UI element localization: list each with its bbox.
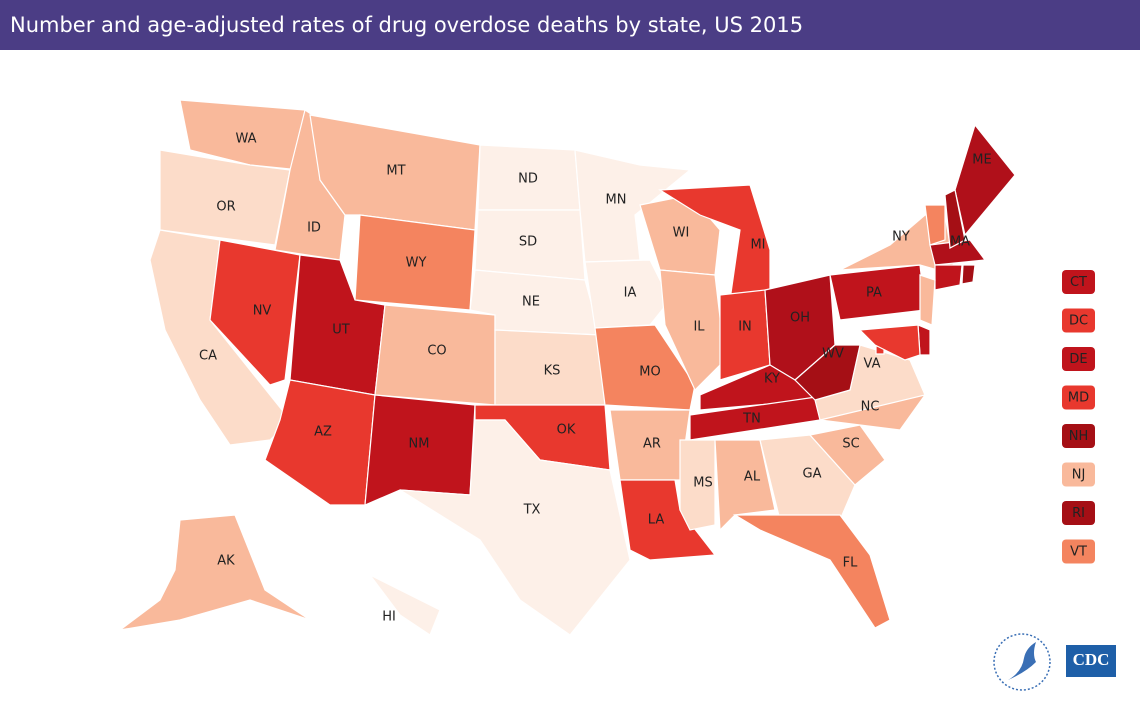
title-bar: Number and age-adjusted rates of drug ov… (0, 0, 1140, 50)
hhs-logo (993, 633, 1051, 691)
state-label: KY (764, 372, 780, 387)
state-label: KS (544, 364, 561, 379)
state (714, 439, 776, 532)
cdc-logo: CDC (1066, 645, 1116, 677)
cdc-logo-text: CDC (1073, 650, 1110, 669)
state (179, 99, 306, 171)
state-label: TX (523, 503, 541, 518)
state (584, 259, 671, 329)
state (594, 324, 696, 411)
state (961, 264, 976, 285)
map: CDC WA OR CA NV ID MT WY UT AZ CO NM ND SD NE KS OK TX MN… (119, 99, 1116, 691)
state-label: NC (861, 400, 880, 415)
state-label: AL (744, 470, 761, 485)
state-label: ID (307, 221, 321, 236)
state-label: TN (742, 412, 761, 427)
state-label: AR (643, 437, 661, 452)
state (264, 379, 376, 506)
state-label: MS (693, 476, 712, 491)
state-label: NM (409, 437, 430, 452)
state-label: LA (648, 513, 665, 528)
legend-label: RI (1072, 506, 1085, 521)
states: WA OR CA NV ID MT WY UT AZ CO NM ND SD NE KS OK TX MN IA MO… (119, 99, 1016, 636)
state-label: CA (199, 349, 217, 364)
state-label: SC (842, 437, 859, 452)
state (399, 419, 631, 636)
legend-label: DE (1069, 352, 1087, 367)
state-label: IN (738, 320, 752, 335)
legend-label: CT (1070, 275, 1087, 290)
legend-label: MD (1068, 391, 1089, 406)
state (858, 324, 921, 361)
state-label: VA (864, 357, 881, 372)
state (732, 514, 891, 629)
state-label: NV (253, 304, 272, 319)
legend-label: VT (1070, 545, 1087, 560)
state (924, 204, 946, 246)
state (369, 574, 441, 636)
state (119, 514, 311, 631)
legend-box (1062, 385, 1095, 410)
state-label: AZ (314, 425, 332, 440)
state-label: IL (693, 320, 705, 335)
state-label: MO (639, 365, 660, 380)
state-label: MA (950, 235, 970, 250)
legend-box (1062, 462, 1095, 487)
state (919, 274, 936, 326)
small-state-legend: CT DC DE MD NH NJ RI VT (1062, 270, 1095, 564)
legend-label: NH (1069, 429, 1089, 444)
state (719, 289, 771, 381)
state-label: FL (843, 556, 858, 571)
state (209, 239, 301, 386)
state-label: OK (557, 423, 576, 438)
state (954, 123, 1016, 237)
state (759, 434, 856, 521)
state (934, 264, 963, 291)
state-label: WY (406, 256, 427, 271)
state-label: OH (790, 311, 810, 326)
state (679, 439, 716, 531)
state-label: IA (624, 286, 637, 301)
legend-box (1062, 347, 1095, 371)
state-label: HI (382, 610, 396, 625)
legend-box (1062, 270, 1095, 294)
title: Number and age-adjusted rates of drug ov… (10, 13, 804, 37)
state-label: CO (427, 344, 446, 359)
state-label: MT (386, 164, 405, 179)
state-label: WV (822, 347, 844, 362)
legend-box (1062, 424, 1095, 448)
state (659, 269, 726, 392)
state-label: MI (750, 238, 765, 253)
state-label: PA (866, 286, 882, 301)
legend-label: NJ (1072, 468, 1086, 483)
state (619, 479, 717, 561)
legend-label: DC (1069, 314, 1088, 329)
state-label: WI (673, 226, 690, 241)
state-label: ME (972, 153, 991, 168)
state-label: NY (892, 230, 910, 245)
state-label: ND (518, 172, 538, 187)
state-label: SD (519, 235, 537, 250)
state-label: UT (332, 323, 350, 338)
state-label: OR (216, 200, 235, 215)
state (574, 149, 692, 263)
state (794, 344, 861, 401)
state-label: NE (522, 295, 540, 310)
legend-box (1062, 308, 1095, 333)
state-label: WA (235, 132, 256, 147)
state-label: MN (606, 193, 627, 208)
legend-box (1062, 539, 1095, 564)
state (944, 189, 966, 249)
state (808, 424, 886, 486)
state-label: GA (803, 467, 822, 482)
state-label: AK (217, 554, 235, 569)
legend-box (1062, 501, 1095, 525)
